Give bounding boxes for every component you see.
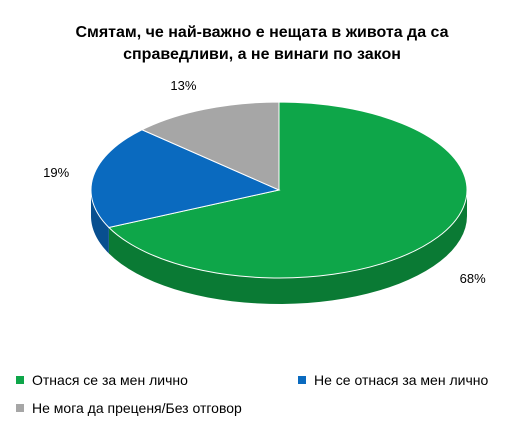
legend-label-not-personal: Не се отнася за мен лично bbox=[314, 372, 489, 388]
pie-slice-2 bbox=[140, 101, 280, 191]
pie-slice-0 bbox=[107, 101, 468, 279]
data-label-0: 68% bbox=[460, 271, 486, 286]
pie-slice-1 bbox=[90, 129, 281, 229]
legend-swatch-not-personal bbox=[298, 376, 306, 384]
legend-label-personal: Отнася се за мен лично bbox=[32, 372, 188, 388]
chart-title-line-1: Смятам, че най-важно е нещата в живота д… bbox=[75, 24, 449, 41]
legend-label-no-answer: Не мога да преценя/Без отговор bbox=[32, 400, 242, 416]
legend-swatch-personal bbox=[16, 376, 24, 384]
legend-swatch-no-answer bbox=[16, 404, 24, 412]
data-label-2: 13% bbox=[170, 78, 196, 93]
legend-item-not-personal: Не се отнася за мен лично bbox=[298, 372, 488, 388]
legend-item-personal: Отнася се за мен лично bbox=[16, 372, 188, 388]
chart-title-line-2: справедливи, а не винаги по закон bbox=[123, 46, 401, 63]
pie-side-0 bbox=[108, 190, 467, 304]
legend-item-no-answer: Не мога да преценя/Без отговор bbox=[16, 400, 242, 416]
pie-side-1 bbox=[91, 190, 109, 254]
data-label-1: 19% bbox=[43, 165, 69, 180]
chart-title: Смятам, че най-важно е нещата в живота д… bbox=[0, 22, 524, 66]
